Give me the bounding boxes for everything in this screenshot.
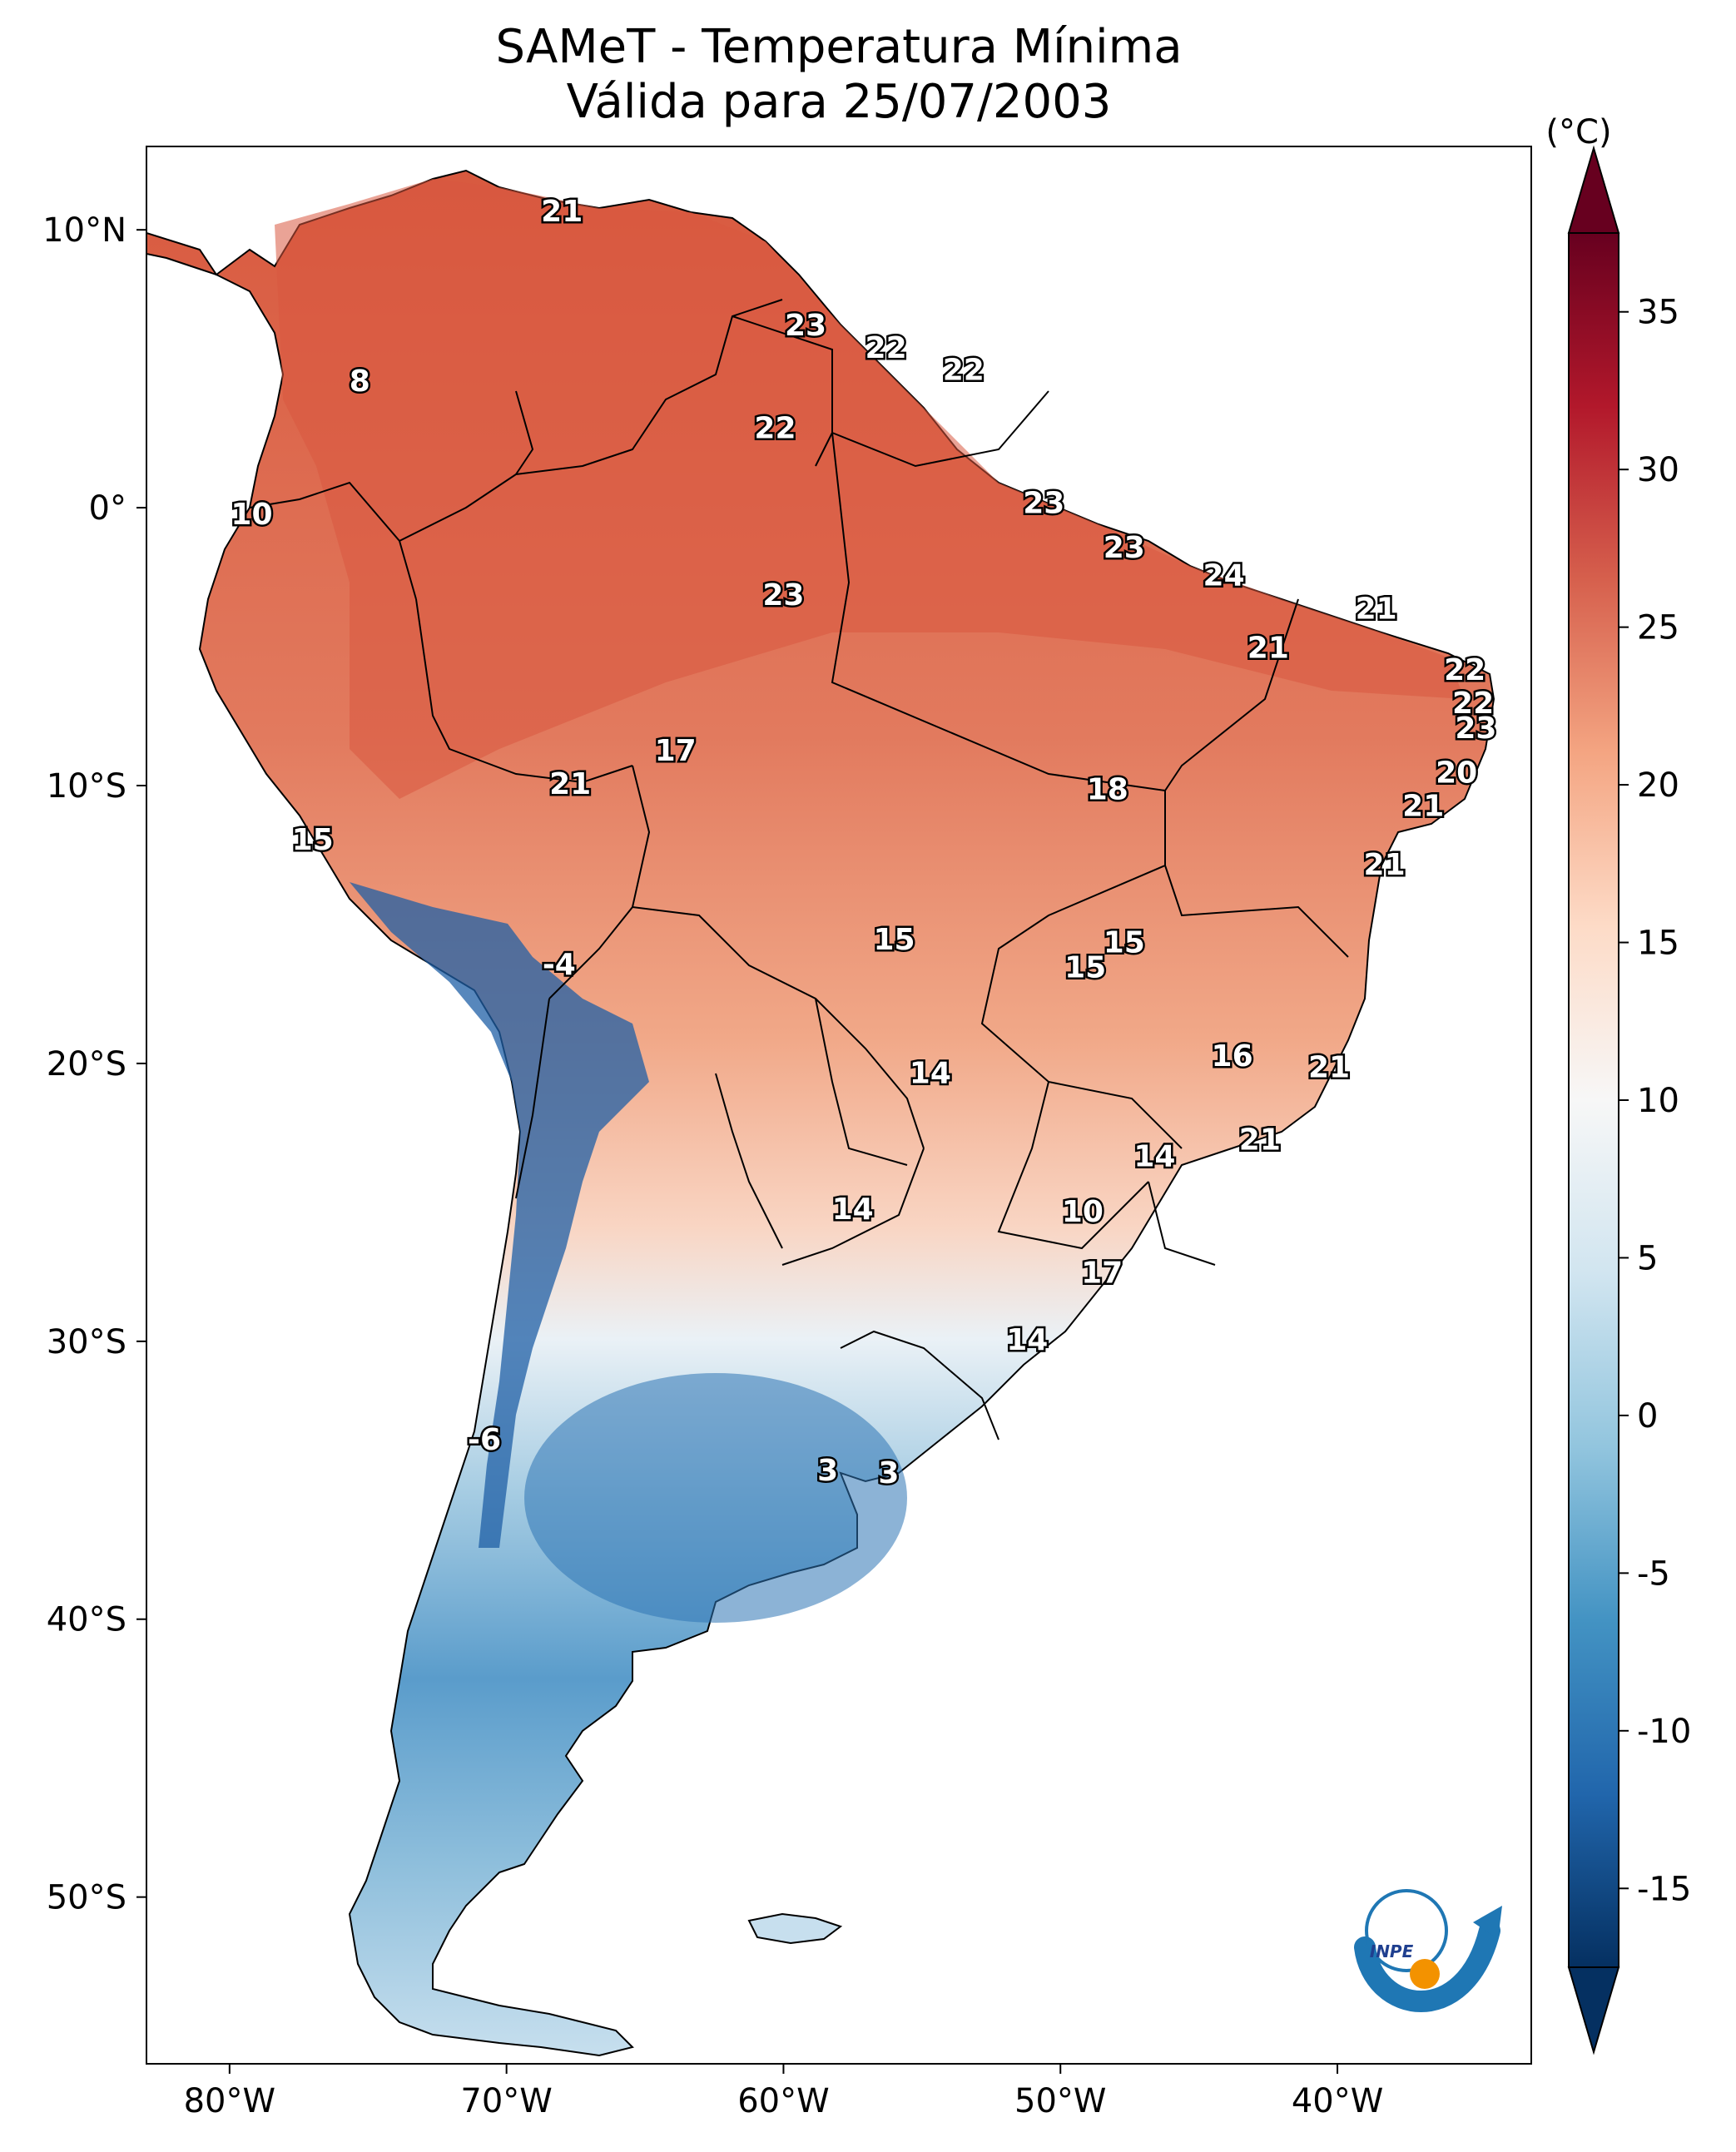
longitude-axis: 80°W 70°W 60°W 50°W 40°W	[184, 2064, 1383, 2120]
colorbar-tick-label: -10	[1637, 1713, 1691, 1751]
station-label: 21	[549, 767, 591, 801]
lon-tick-label: 70°W	[460, 2082, 552, 2120]
title-line-2: Válida para 25/07/2003	[566, 75, 1112, 129]
station-label: 23	[1455, 712, 1496, 746]
station-label: 21	[541, 195, 583, 229]
pampas-cold-zone	[524, 1373, 907, 1623]
station-label: 23	[785, 309, 826, 343]
tropical-warm-zone	[275, 179, 1465, 799]
station-label: 3	[817, 1454, 838, 1488]
lat-tick-label: 10°S	[47, 767, 126, 806]
station-label: 22	[1452, 687, 1494, 721]
station-label: 15	[292, 823, 334, 857]
falkland-islands	[747, 1912, 843, 1945]
station-label: 18	[1087, 773, 1128, 807]
station-label: 14	[832, 1193, 874, 1227]
lat-tick-label: 10°N	[42, 211, 126, 250]
andes-cold-zone	[350, 882, 649, 1548]
latitude-axis: 10°N 0° 10°S 20°S 30°S 40°S 50°S	[42, 211, 146, 1917]
station-label: 21	[1239, 1123, 1281, 1157]
station-label: 16	[1212, 1039, 1253, 1074]
logo-orbit-icon	[1365, 1889, 1448, 1972]
station-label: 24	[1203, 559, 1245, 593]
colorbar-bottom-arrow	[1567, 1966, 1620, 2055]
lat-tick-label: 30°S	[47, 1323, 126, 1361]
station-label: 21	[1247, 631, 1289, 665]
colorbar-ticks: 35 30 25 20 15 10 5 0 -5 -10 -15	[1619, 294, 1691, 1908]
station-label: 14	[1133, 1139, 1175, 1173]
station-label: 21	[1356, 593, 1397, 627]
lat-tick-label: 20°S	[47, 1045, 126, 1083]
station-label: 17	[1081, 1257, 1123, 1291]
station-label: 3	[878, 1456, 899, 1490]
map-frame	[146, 146, 1532, 2065]
station-label: 23	[1023, 487, 1064, 521]
station-label: 15	[1104, 925, 1145, 959]
colorbar-top-arrow	[1567, 145, 1620, 234]
lon-tick-label: 80°W	[184, 2082, 275, 2120]
station-label: 15	[874, 923, 915, 957]
lat-tick-label: 40°S	[47, 1601, 126, 1639]
station-label: 23	[762, 578, 804, 612]
country-borders	[249, 299, 1349, 1440]
lon-tick-label: 60°W	[737, 2082, 829, 2120]
station-label: 14	[1006, 1323, 1048, 1357]
lon-tick-label: 50°W	[1014, 2082, 1106, 2120]
map-title: SAMeT - Temperatura Mínima Válida para 2…	[146, 20, 1531, 130]
colorbar-tick-label: 25	[1637, 609, 1679, 647]
station-label: 10	[1062, 1195, 1104, 1229]
logo-sun-icon	[1410, 1959, 1440, 1989]
station-label: 21	[1364, 848, 1406, 882]
colorbar-tick-label: 10	[1637, 1082, 1679, 1120]
station-label: 22	[866, 331, 907, 365]
station-label: 8	[350, 364, 370, 399]
lat-tick-label: 50°S	[47, 1879, 126, 1917]
colorbar-tick-label: 20	[1637, 766, 1679, 805]
colorbar-tick-label: -5	[1637, 1554, 1670, 1593]
station-label: 21	[1308, 1051, 1350, 1085]
logo-arrow-icon	[1473, 1906, 1502, 1939]
colorbar-body	[1568, 232, 1619, 1968]
colorbar: (°C) 35 30 25 20 15 10 5 0 -5 -10 -15	[1545, 113, 1691, 2055]
station-label: -6	[468, 1423, 501, 1457]
colorbar-tick-label: 5	[1637, 1239, 1658, 1277]
logo-text: INPE	[1370, 1941, 1414, 1961]
colorbar-units: (°C)	[1545, 113, 1611, 151]
station-label: 20	[1436, 756, 1477, 791]
station-label: -4	[543, 948, 576, 982]
station-label: 17	[655, 734, 697, 768]
colorbar-tick-label: 35	[1637, 294, 1679, 332]
colorbar-tick-label: 30	[1637, 451, 1679, 489]
station-label: 22	[943, 353, 985, 387]
station-label: 22	[1444, 653, 1486, 687]
lon-tick-label: 40°W	[1292, 2082, 1383, 2120]
station-label: 10	[231, 498, 272, 532]
station-label: 14	[910, 1056, 951, 1090]
logo-swoosh-icon	[1354, 1920, 1500, 2012]
station-label: 21	[1402, 790, 1444, 824]
colorbar-tick-label: -15	[1637, 1870, 1691, 1908]
station-label: 22	[754, 412, 796, 446]
inpe-logo: INPE	[1354, 1889, 1502, 2012]
station-label: 23	[1104, 531, 1145, 565]
colorbar-tick-label: 0	[1637, 1397, 1658, 1435]
station-label: 15	[1064, 950, 1106, 984]
title-line-1: SAMeT - Temperatura Mínima	[495, 20, 1183, 74]
colorbar-tick-label: 15	[1637, 925, 1679, 963]
lat-tick-label: 0°	[89, 489, 126, 528]
